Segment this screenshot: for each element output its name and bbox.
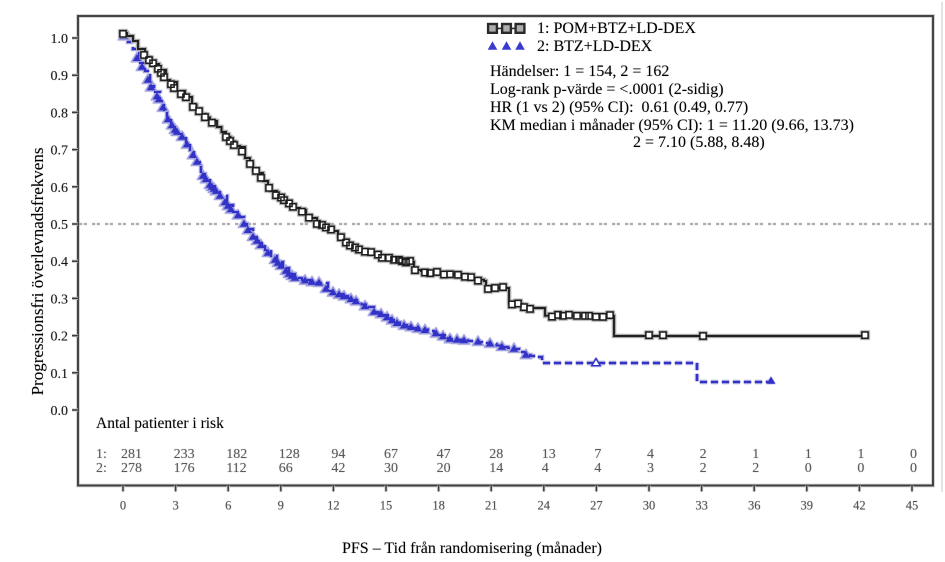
svg-text:42: 42 xyxy=(331,461,345,476)
svg-text:0.6: 0.6 xyxy=(51,181,69,196)
svg-text:HR (1 vs 2) (95% CI): 0.61 (0: HR (1 vs 2) (95% CI): 0.61 (0.49, 0.77) xyxy=(490,99,748,116)
svg-text:Progressionsfri överlevnadsfre: Progressionsfri överlevnadsfrekvens xyxy=(28,148,47,396)
svg-text:4: 4 xyxy=(647,447,654,462)
svg-text:36: 36 xyxy=(748,499,761,513)
svg-text:27: 27 xyxy=(590,499,603,513)
svg-text:18: 18 xyxy=(432,499,445,513)
svg-text:112: 112 xyxy=(226,461,246,476)
svg-text:176: 176 xyxy=(174,461,195,476)
svg-text:0: 0 xyxy=(910,447,917,462)
svg-text:3: 3 xyxy=(647,461,654,476)
svg-text:94: 94 xyxy=(331,447,345,462)
svg-text:278: 278 xyxy=(121,461,142,476)
svg-text:66: 66 xyxy=(279,461,293,476)
svg-text:2: 2 xyxy=(700,461,707,476)
svg-text:67: 67 xyxy=(384,447,398,462)
svg-text:13: 13 xyxy=(542,447,556,462)
svg-text:12: 12 xyxy=(327,499,340,513)
svg-text:0.7: 0.7 xyxy=(51,144,69,159)
svg-text:0.8: 0.8 xyxy=(51,106,69,121)
svg-text:2:: 2: xyxy=(96,461,107,476)
svg-text:0: 0 xyxy=(805,461,812,476)
svg-text:0: 0 xyxy=(910,461,917,476)
svg-text:Antal patienter i risk: Antal patienter i risk xyxy=(96,415,224,432)
svg-text:28: 28 xyxy=(489,447,503,462)
svg-text:1: 1 xyxy=(857,447,864,462)
svg-text:45: 45 xyxy=(906,499,919,513)
svg-text:0.9: 0.9 xyxy=(51,69,69,84)
svg-text:PFS – Tid från randomisering (: PFS – Tid från randomisering (månader) xyxy=(342,540,602,557)
svg-text:3: 3 xyxy=(172,499,178,513)
svg-text:0.3: 0.3 xyxy=(51,292,69,307)
svg-text:1: 1 xyxy=(752,447,759,462)
svg-text:1: POM+BTZ+LD-DEX: 1: POM+BTZ+LD-DEX xyxy=(537,20,696,37)
svg-text:7: 7 xyxy=(594,447,601,462)
svg-text:4: 4 xyxy=(542,461,549,476)
svg-text:0: 0 xyxy=(857,461,864,476)
svg-text:42: 42 xyxy=(853,499,866,513)
svg-text:0.4: 0.4 xyxy=(51,255,69,270)
svg-text:2: BTZ+LD-DEX: 2: BTZ+LD-DEX xyxy=(537,38,653,55)
svg-text:0.1: 0.1 xyxy=(51,367,69,382)
svg-text:0.5: 0.5 xyxy=(51,218,69,233)
svg-text:39: 39 xyxy=(801,499,814,513)
svg-text:KM median i månader (95% CI):: KM median i månader (95% CI): 1 = 11.20 … xyxy=(490,117,854,134)
svg-text:182: 182 xyxy=(226,447,247,462)
svg-text:15: 15 xyxy=(380,499,393,513)
svg-text:33: 33 xyxy=(695,499,708,513)
svg-text:30: 30 xyxy=(643,499,656,513)
svg-text:1: 1 xyxy=(805,447,812,462)
svg-text:9: 9 xyxy=(278,499,284,513)
svg-text:0.2: 0.2 xyxy=(51,330,69,345)
svg-text:128: 128 xyxy=(279,447,300,462)
svg-text:4: 4 xyxy=(594,461,601,476)
svg-text:24: 24 xyxy=(538,499,551,513)
svg-text:21: 21 xyxy=(485,499,498,513)
svg-text:1.0: 1.0 xyxy=(51,32,69,47)
svg-text:Händelser: 1 = 154, 2 = 162: Händelser: 1 = 154, 2 = 162 xyxy=(490,63,669,80)
svg-text:30: 30 xyxy=(384,461,398,476)
svg-text:6: 6 xyxy=(225,499,231,513)
svg-text:1:: 1: xyxy=(96,447,107,462)
svg-text:Log-rank p-värde = <.0001 (2-s: Log-rank p-värde = <.0001 (2-sidig) xyxy=(490,81,724,98)
svg-text:2 = 7.10 (5.88, 8.48): 2 = 7.10 (5.88, 8.48) xyxy=(633,134,765,151)
svg-text:2: 2 xyxy=(752,461,759,476)
svg-text:14: 14 xyxy=(489,461,503,476)
svg-text:47: 47 xyxy=(437,447,451,462)
svg-text:20: 20 xyxy=(437,461,451,476)
svg-text:2: 2 xyxy=(700,447,707,462)
svg-text:281: 281 xyxy=(121,447,142,462)
svg-text:233: 233 xyxy=(174,447,195,462)
svg-text:0.0: 0.0 xyxy=(51,404,69,419)
svg-text:0: 0 xyxy=(120,499,126,513)
